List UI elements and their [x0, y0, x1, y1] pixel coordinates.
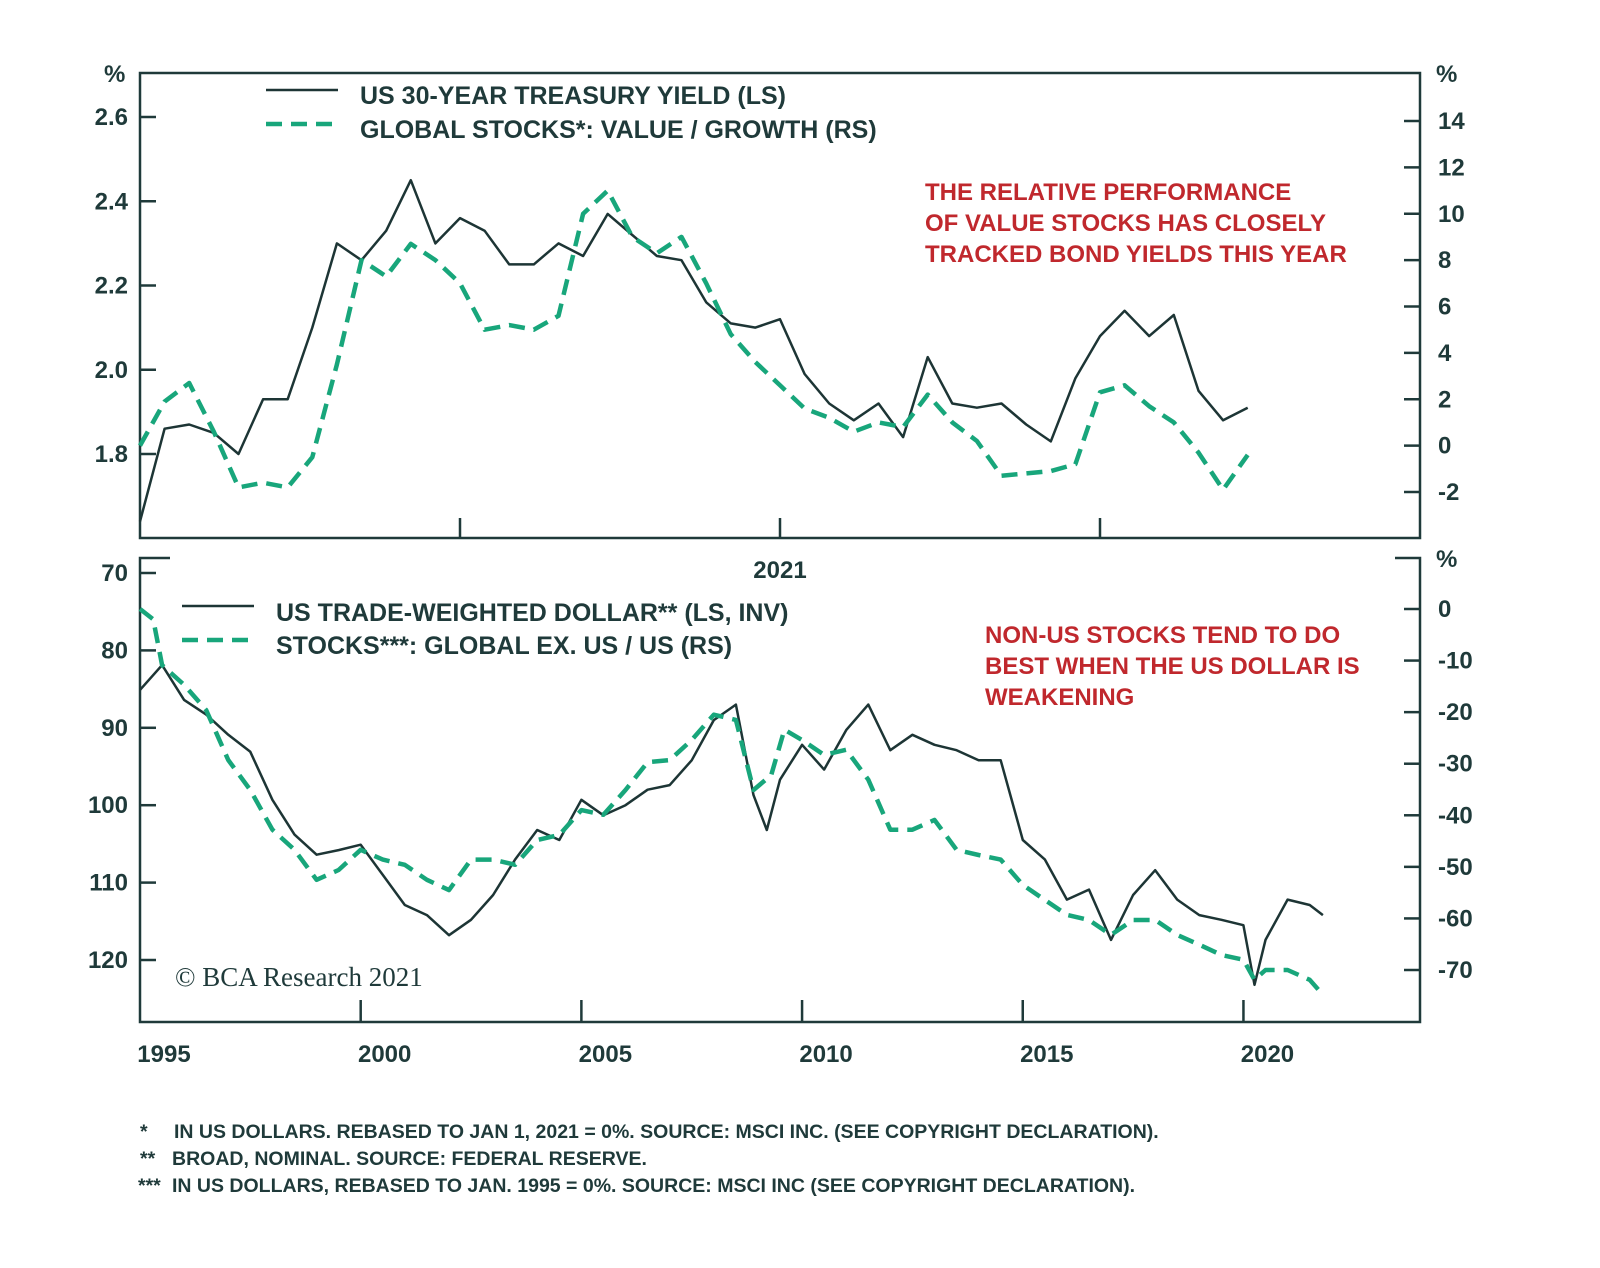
footnote-marker-3: ***	[138, 1175, 161, 1197]
bca-logo: © BCA Research 2021	[175, 962, 423, 992]
right-axis-tick-label: 12	[1438, 154, 1465, 181]
bottom-annotation-line-2: BEST WHEN THE US DOLLAR IS	[985, 653, 1360, 680]
right-axis-tick-label: -30	[1438, 751, 1473, 778]
x-axis-tick-label: 2015	[1020, 1041, 1073, 1068]
left-axis-tick-label: 120	[88, 947, 128, 974]
left-axis-tick-label: 1.8	[95, 441, 128, 468]
top-x-label: 2021	[753, 557, 806, 584]
bottom-right-unit: %	[1436, 546, 1457, 573]
top-annotation-line-2: OF VALUE STOCKS HAS CLOSELY	[925, 210, 1326, 237]
left-axis-tick-label: 90	[101, 715, 128, 742]
left-axis-tick-label: 80	[101, 637, 128, 664]
right-axis-tick-label: -2	[1438, 479, 1459, 506]
series-line-dashed	[138, 607, 1325, 997]
series-line-solid	[139, 663, 1324, 987]
x-axis-tick-label: 2010	[799, 1041, 852, 1068]
right-axis-tick-label: -20	[1438, 699, 1473, 726]
top-left-unit: %	[104, 61, 125, 88]
top-annotation-line-1: THE RELATIVE PERFORMANCE	[925, 179, 1291, 206]
right-axis-tick-label: 6	[1438, 294, 1451, 321]
top-annotation-line-3: TRACKED BOND YIELDS THIS YEAR	[925, 241, 1347, 268]
bottom-annotation-line-3: WEAKENING	[985, 684, 1134, 711]
right-axis-tick-label: -70	[1438, 957, 1473, 984]
left-axis-tick-label: 110	[89, 870, 128, 897]
right-axis-tick-label: 8	[1438, 247, 1451, 274]
right-axis-tick-label: 2	[1438, 386, 1451, 413]
right-axis-tick-label: 4	[1438, 340, 1452, 367]
series-line-dashed	[138, 188, 1250, 492]
right-axis-tick-label: 10	[1438, 201, 1465, 228]
bottom-panel-frame	[138, 556, 1422, 1024]
right-axis-tick-label: 0	[1438, 433, 1451, 460]
right-axis-tick-label: -60	[1438, 905, 1473, 932]
left-axis-tick-label: 2.6	[95, 104, 128, 131]
top-right-unit: %	[1436, 61, 1457, 88]
footnote-text-1: IN US DOLLARS. REBASED TO JAN 1, 2021 = …	[174, 1121, 1159, 1143]
left-axis-tick-label: 100	[88, 792, 128, 819]
bottom-annotation-line-1: NON-US STOCKS TEND TO DO	[985, 622, 1340, 649]
footnote-text-2: BROAD, NOMINAL. SOURCE: FEDERAL RESERVE.	[172, 1148, 647, 1170]
legend-label-value-growth: GLOBAL STOCKS*: VALUE / GROWTH (RS)	[360, 116, 877, 144]
left-axis-tick-label: 2.4	[95, 188, 129, 215]
series-line-solid	[138, 178, 1249, 522]
x-axis-tick-label: 1995	[137, 1041, 190, 1068]
left-axis-tick-label: 2.0	[95, 357, 128, 384]
footnote-text-3: IN US DOLLARS, REBASED TO JAN. 1995 = 0%…	[172, 1175, 1135, 1197]
right-axis-tick-label: 0	[1438, 596, 1451, 623]
footnote-marker-1: *	[140, 1121, 148, 1143]
x-axis-tick-label: 2020	[1241, 1041, 1294, 1068]
x-axis-tick-label: 2000	[358, 1041, 411, 1068]
legend-label-yield: US 30-YEAR TREASURY YIELD (LS)	[360, 82, 786, 110]
x-axis-tick-label: 2005	[579, 1041, 632, 1068]
legend-label-dollar: US TRADE-WEIGHTED DOLLAR** (LS, INV)	[276, 599, 789, 627]
right-axis-tick-label: -50	[1438, 854, 1473, 881]
left-axis-tick-label: 70	[101, 560, 128, 587]
legend-label-exus-us: STOCKS***: GLOBAL EX. US / US (RS)	[276, 632, 732, 660]
footnote-marker-2: **	[140, 1148, 156, 1170]
right-axis-tick-label: 14	[1438, 108, 1465, 135]
left-axis-tick-label: 2.2	[95, 273, 128, 300]
right-axis-tick-label: -10	[1438, 648, 1473, 675]
right-axis-tick-label: -40	[1438, 802, 1473, 829]
